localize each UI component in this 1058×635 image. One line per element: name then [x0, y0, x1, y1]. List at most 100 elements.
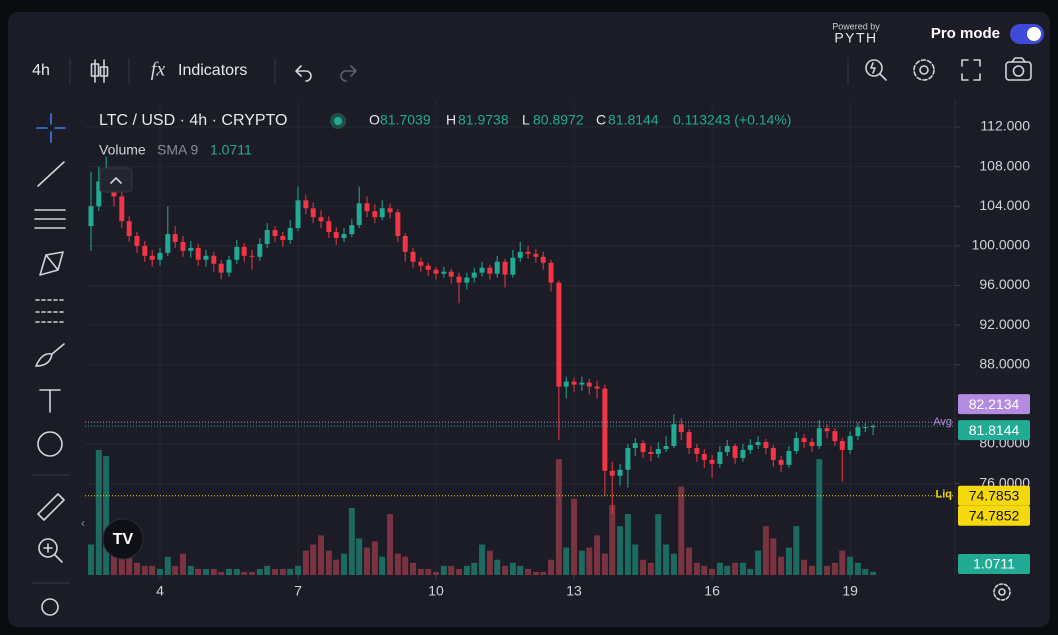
y-tick-label: 104.000 [979, 197, 1030, 213]
candle-body [640, 443, 646, 452]
low-value: 80.8972 [533, 112, 584, 128]
volume-bar [824, 565, 831, 575]
pattern-tool[interactable] [39, 251, 64, 276]
volume-bar [463, 565, 470, 575]
candle-body [525, 251, 531, 254]
undo[interactable] [295, 65, 312, 82]
text-tool[interactable] [39, 389, 61, 413]
candle-body [609, 470, 615, 476]
candle-body [441, 271, 447, 274]
candle-body [655, 448, 661, 454]
volume-bar [839, 550, 846, 575]
volume-bar [264, 565, 271, 575]
volume-bar [118, 550, 125, 575]
candle-body [862, 427, 868, 429]
volume-bar [640, 559, 647, 575]
volume-bar [479, 544, 486, 575]
candle-type-icon[interactable] [90, 59, 109, 83]
zoom-tool[interactable] [38, 538, 58, 558]
crosshair-tool[interactable] [36, 113, 66, 143]
redo[interactable] [340, 65, 357, 82]
candle-body [195, 247, 201, 260]
volume-bar [87, 544, 94, 575]
candle-body [855, 427, 861, 437]
candle-body [280, 236, 286, 240]
candle-body [387, 208, 393, 213]
candle-body [740, 449, 746, 458]
candle-body [395, 212, 401, 237]
brand: PYTH [834, 30, 877, 46]
volume-bar [295, 565, 302, 575]
candle-body [694, 448, 700, 454]
volume-bar [141, 565, 148, 575]
y-tick-label: 108.000 [979, 157, 1030, 173]
volume-bar [279, 568, 286, 575]
volume-bar [448, 565, 455, 575]
volume-bar [364, 547, 371, 575]
settings-icon[interactable] [913, 59, 935, 81]
candle-body [671, 424, 677, 447]
volume-bar [494, 559, 501, 575]
volume-bar [202, 568, 209, 575]
volume-bar [870, 571, 877, 575]
volume-bar [172, 565, 179, 575]
change: 0.113243 (+0.14%) [673, 112, 791, 128]
volume-bar [663, 544, 670, 575]
candle-body [349, 225, 355, 235]
collapse-legend[interactable] [99, 167, 133, 193]
price-line-label: Avg [933, 416, 952, 428]
volume-bar [816, 459, 823, 575]
tv-logo[interactable] [102, 518, 144, 560]
brush-tool[interactable] [35, 343, 65, 367]
price-tag-bg [958, 485, 1030, 506]
candle-body [218, 263, 224, 273]
candle-body [264, 230, 270, 244]
candle-body [625, 448, 631, 470]
pro-mode-label: Pro mode [931, 25, 1000, 42]
x-tick-label: 13 [566, 583, 582, 599]
volume-bar [387, 514, 394, 575]
volume-bar [402, 556, 409, 575]
open-value: 81.7039 [380, 112, 431, 128]
fib-tool[interactable] [34, 209, 66, 229]
volume-bar [302, 550, 309, 575]
interval[interactable]: 4h [32, 62, 50, 79]
collapse-toolbar[interactable]: ‹ [81, 516, 85, 530]
volume-bar [624, 514, 631, 575]
emoji-tool[interactable] [37, 431, 63, 457]
volume-bar [540, 571, 547, 575]
volume-bar [709, 568, 716, 575]
candle-body [165, 234, 171, 253]
candle-body [602, 388, 608, 471]
price-tag-bg [958, 394, 1030, 415]
volume-bar [272, 568, 279, 575]
volume-bar [509, 562, 516, 575]
candle-body [149, 255, 155, 260]
trend-line-tool[interactable] [37, 161, 65, 187]
candle-body [134, 236, 140, 246]
axis-settings[interactable] [993, 583, 1011, 601]
candle-body [241, 246, 247, 256]
volume-bar [156, 568, 163, 575]
snapshot-icon[interactable] [1005, 57, 1032, 81]
ruler-tool[interactable] [37, 493, 65, 521]
volume-bar [256, 568, 263, 575]
candle-body [563, 381, 569, 387]
candle-body [870, 426, 876, 428]
projection-tool[interactable] [35, 299, 65, 323]
candle-body [234, 246, 240, 260]
volume-bar [586, 547, 593, 575]
indicators-button[interactable]: Indicators [178, 62, 247, 79]
fullscreen-icon[interactable] [961, 59, 981, 81]
volume-bar [655, 514, 662, 575]
candle-body [180, 241, 186, 251]
volume-bar [456, 568, 463, 575]
volume-tag: 1.0711 [973, 556, 1015, 572]
candle-body [763, 442, 769, 449]
y-tick-label: 96.0000 [979, 276, 1030, 292]
volume-bar [417, 568, 424, 575]
candle-body [96, 181, 102, 207]
fx-icon[interactable]: fx [151, 59, 166, 81]
alert-icon[interactable] [865, 59, 887, 81]
